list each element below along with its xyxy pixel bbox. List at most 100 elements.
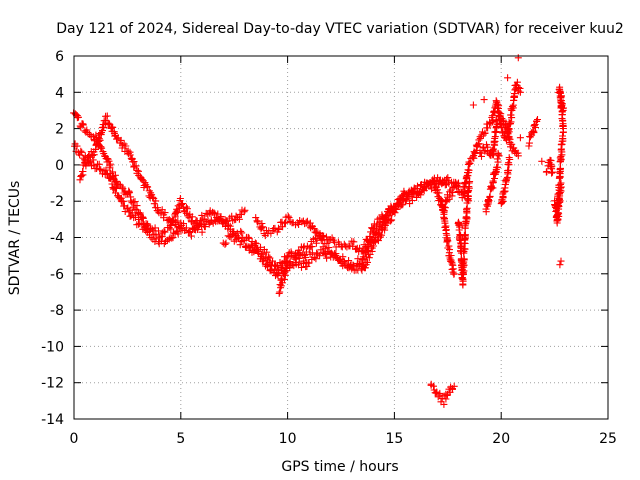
data-point xyxy=(408,197,416,204)
data-point xyxy=(345,257,353,264)
series-trace-j xyxy=(427,380,458,408)
data-point xyxy=(366,232,374,240)
data-point xyxy=(367,228,375,236)
data-point xyxy=(438,180,446,188)
data-point xyxy=(450,382,458,390)
data-point xyxy=(557,152,565,160)
data-point xyxy=(239,237,247,244)
data-point xyxy=(117,136,125,144)
data-point xyxy=(223,217,231,225)
data-point xyxy=(113,184,120,192)
data-point xyxy=(495,152,503,160)
data-point xyxy=(179,200,186,207)
data-point xyxy=(240,208,248,216)
data-point xyxy=(198,220,206,228)
data-point xyxy=(449,184,457,192)
data-point xyxy=(401,197,409,205)
data-point xyxy=(78,148,86,156)
data-point xyxy=(77,147,85,155)
data-point xyxy=(174,209,182,217)
data-point xyxy=(257,243,264,251)
data-point xyxy=(272,262,280,270)
data-point xyxy=(265,253,273,261)
data-point xyxy=(90,151,98,159)
data-point xyxy=(349,261,357,269)
data-point xyxy=(126,188,133,196)
data-point xyxy=(362,244,370,252)
data-point xyxy=(151,224,159,232)
data-point xyxy=(359,247,367,255)
data-point xyxy=(100,124,108,132)
data-point xyxy=(259,223,267,231)
data-point xyxy=(548,169,556,177)
data-point xyxy=(174,230,182,238)
data-point xyxy=(491,175,498,182)
data-point xyxy=(111,171,119,179)
data-point xyxy=(461,231,469,239)
ticks: 0 5 10 15 20 25 -14 -12 -10 -8 -6 -4 -2 0 2 4 6 xyxy=(41,49,617,447)
data-point xyxy=(516,134,524,142)
data-point xyxy=(95,141,103,149)
data-point xyxy=(525,139,533,147)
data-point xyxy=(387,209,395,217)
data-point xyxy=(493,124,500,131)
data-point xyxy=(460,256,468,264)
data-point xyxy=(504,74,512,82)
data-point xyxy=(439,204,447,212)
data-point xyxy=(442,230,450,237)
data-point xyxy=(504,125,512,133)
data-point xyxy=(303,263,311,270)
data-point xyxy=(79,168,87,175)
data-point xyxy=(281,271,289,279)
data-point xyxy=(152,197,160,205)
data-point xyxy=(559,106,567,114)
data-point xyxy=(161,228,169,236)
data-point xyxy=(310,225,318,232)
x-tick-label: 0 xyxy=(70,431,79,447)
data-point xyxy=(224,232,232,240)
data-point xyxy=(533,117,540,125)
data-point xyxy=(494,158,502,166)
data-point xyxy=(377,223,385,231)
data-point xyxy=(188,213,196,221)
data-point xyxy=(237,227,245,235)
data-point xyxy=(506,156,514,163)
y-tick-label: 4 xyxy=(55,85,64,101)
data-point xyxy=(244,233,252,241)
data-point xyxy=(216,217,224,225)
data-point xyxy=(187,232,195,240)
data-point xyxy=(73,142,81,150)
data-point xyxy=(555,205,563,213)
data-point xyxy=(251,239,259,247)
data-point xyxy=(370,234,378,241)
data-point xyxy=(556,189,564,197)
data-point xyxy=(394,200,402,208)
data-point xyxy=(444,237,452,245)
data-point xyxy=(489,145,497,153)
y-tick-label: -14 xyxy=(41,412,64,428)
data-point xyxy=(182,224,190,232)
data-point xyxy=(230,228,238,236)
data-point xyxy=(236,241,244,249)
data-point xyxy=(275,225,283,233)
data-point xyxy=(463,204,471,212)
data-point xyxy=(95,135,103,143)
data-point xyxy=(435,189,443,197)
data-point xyxy=(415,188,423,196)
y-tick-label: -8 xyxy=(50,303,64,319)
data-point xyxy=(75,113,82,121)
data-point xyxy=(122,142,130,150)
data-point xyxy=(434,193,442,201)
data-point xyxy=(514,54,522,62)
data-point xyxy=(263,248,271,256)
data-point xyxy=(430,382,437,390)
data-point xyxy=(455,226,463,234)
data-point xyxy=(238,229,246,237)
data-point xyxy=(556,190,563,198)
data-point xyxy=(410,185,418,193)
data-point xyxy=(132,162,140,170)
data-point xyxy=(228,231,236,239)
data-point xyxy=(543,168,551,176)
data-point xyxy=(102,166,110,174)
data-point xyxy=(109,123,117,131)
